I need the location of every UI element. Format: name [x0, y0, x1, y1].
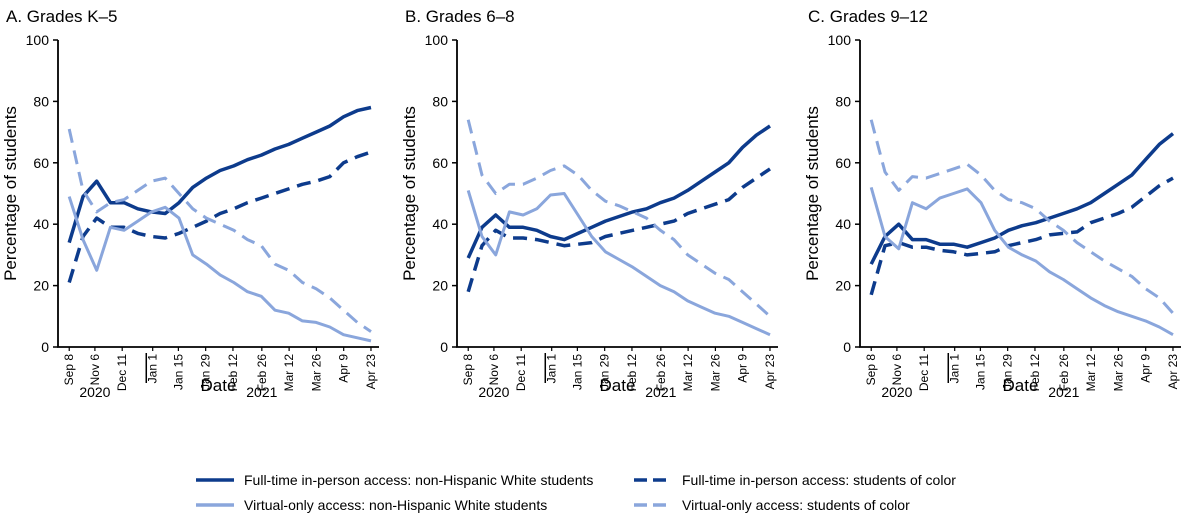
series-line-2 [869, 176, 1174, 296]
series-line-4 [67, 128, 372, 333]
chart-panels: A. Grades K–5 0 20 40 60 80 100 Percentage of s… [1, 7, 1181, 400]
y-tick-label: 60 [835, 155, 851, 171]
x-tick-label: Sep 8 [864, 354, 878, 386]
x-tick-label: Dec 11 [917, 354, 931, 391]
y-tick-label: 100 [425, 32, 449, 48]
legend-label: Full-time in-person access: non-Hispanic… [244, 472, 593, 488]
series-line-3 [67, 196, 372, 343]
x-tick-label: Mar 12 [1084, 354, 1098, 392]
legend-label: Virtual-only access: non-Hispanic White … [244, 497, 547, 513]
x-axis-title: Date [1003, 376, 1039, 395]
y-tick-label: 80 [432, 93, 448, 109]
series-line-1 [67, 105, 372, 244]
x-tick-label: Jan 29 [1001, 354, 1015, 390]
x-tick-label: Feb 26 [1057, 354, 1071, 392]
x-tick-label: Sep 8 [461, 354, 475, 386]
x-tick-label: Mar 26 [309, 354, 323, 392]
x-tick-label: Feb 12 [226, 354, 240, 392]
y-tick-label: 100 [26, 32, 50, 48]
x-axis-title: Date [201, 376, 237, 395]
x-tick-label: Dec 11 [115, 354, 129, 391]
y-axis-title: Percentage of students [803, 106, 822, 281]
y-tick-label: 40 [432, 216, 448, 232]
x-tick-label: Feb 12 [625, 354, 639, 392]
y-tick-label: 20 [33, 278, 49, 294]
year-label-2021: 2021 [246, 384, 277, 400]
y-tick-label: 40 [835, 216, 851, 232]
x-tick-label: Apr 23 [1166, 354, 1180, 390]
x-tick-label: Jan 29 [199, 354, 213, 390]
y-tick-label: 0 [440, 339, 448, 355]
x-tick-label: Feb 26 [255, 354, 269, 392]
panel-2: B. Grades 6–8 0 20 40 60 80 100 Percentage of s… [400, 7, 778, 400]
series-line-1 [466, 124, 771, 259]
series-line-3 [466, 189, 771, 337]
x-tick-label: Jan 15 [570, 354, 584, 390]
x-tick-label: Nov 6 [88, 354, 102, 386]
axes [456, 40, 778, 348]
y-tick-label: 0 [843, 339, 851, 355]
panel-1: A. Grades K–5 0 20 40 60 80 100 Percentage of s… [1, 7, 379, 400]
series-line-2 [67, 150, 372, 284]
legend-label: Virtual-only access: students of color [682, 497, 910, 513]
panel-3: C. Grades 9–12 0 20 40 60 80 100 Percentage of … [803, 7, 1181, 400]
y-tick-label: 80 [33, 93, 49, 109]
y-tick-label: 40 [33, 216, 49, 232]
series-line-4 [466, 119, 772, 318]
legend-label: Full-time in-person access: students of … [682, 472, 956, 488]
series-line-3 [869, 186, 1174, 337]
y-tick-label: 0 [41, 339, 49, 355]
x-tick-label: Jan 15 [171, 354, 185, 390]
x-tick-label: Mar 12 [282, 354, 296, 392]
y-axis-title: Percentage of students [400, 106, 419, 281]
y-tick-label: 60 [33, 155, 49, 171]
x-tick-label: Mar 26 [1111, 354, 1125, 392]
y-tick-label: 100 [828, 32, 852, 48]
year-label-2020: 2020 [79, 384, 110, 400]
series-line-1 [869, 132, 1175, 265]
x-tick-label: Jan 1 [545, 354, 559, 384]
x-tick-label: Nov 6 [890, 354, 904, 386]
year-label-2020: 2020 [881, 384, 912, 400]
x-tick-label: Jan 1 [948, 354, 962, 384]
x-tick-label: Apr 23 [364, 354, 378, 390]
series-line-4 [869, 119, 1175, 315]
x-tick-label: Apr 23 [763, 354, 777, 390]
x-tick-label: Nov 6 [487, 354, 501, 386]
year-label-2020: 2020 [478, 384, 509, 400]
y-tick-label: 60 [432, 155, 448, 171]
x-tick-label: Apr 9 [1139, 354, 1153, 383]
year-label-2021: 2021 [645, 384, 676, 400]
chart-legend: Full-time in-person access: non-Hispanic… [196, 472, 956, 513]
x-tick-label: Feb 26 [654, 354, 668, 392]
x-tick-label: Jan 15 [973, 354, 987, 390]
x-tick-label: Feb 12 [1028, 354, 1042, 392]
axes [57, 40, 379, 348]
y-tick-label: 20 [432, 278, 448, 294]
x-tick-label: Jan 29 [598, 354, 612, 390]
series-line-2 [466, 167, 771, 293]
x-tick-label: Mar 12 [681, 354, 695, 392]
y-tick-label: 80 [835, 93, 851, 109]
x-tick-label: Sep 8 [62, 354, 76, 386]
x-tick-label: Dec 11 [514, 354, 528, 391]
axes [859, 40, 1181, 348]
year-label-2021: 2021 [1048, 384, 1079, 400]
y-axis-title: Percentage of students [1, 106, 20, 281]
panel-title: B. Grades 6–8 [405, 7, 515, 26]
x-tick-label: Apr 9 [337, 354, 351, 383]
x-tick-label: Mar 26 [708, 354, 722, 392]
x-tick-label: Apr 9 [736, 354, 750, 383]
panel-title: C. Grades 9–12 [808, 7, 928, 26]
y-tick-label: 20 [835, 278, 851, 294]
x-tick-label: Jan 1 [146, 354, 160, 384]
x-axis-title: Date [600, 376, 636, 395]
panel-title: A. Grades K–5 [6, 7, 118, 26]
